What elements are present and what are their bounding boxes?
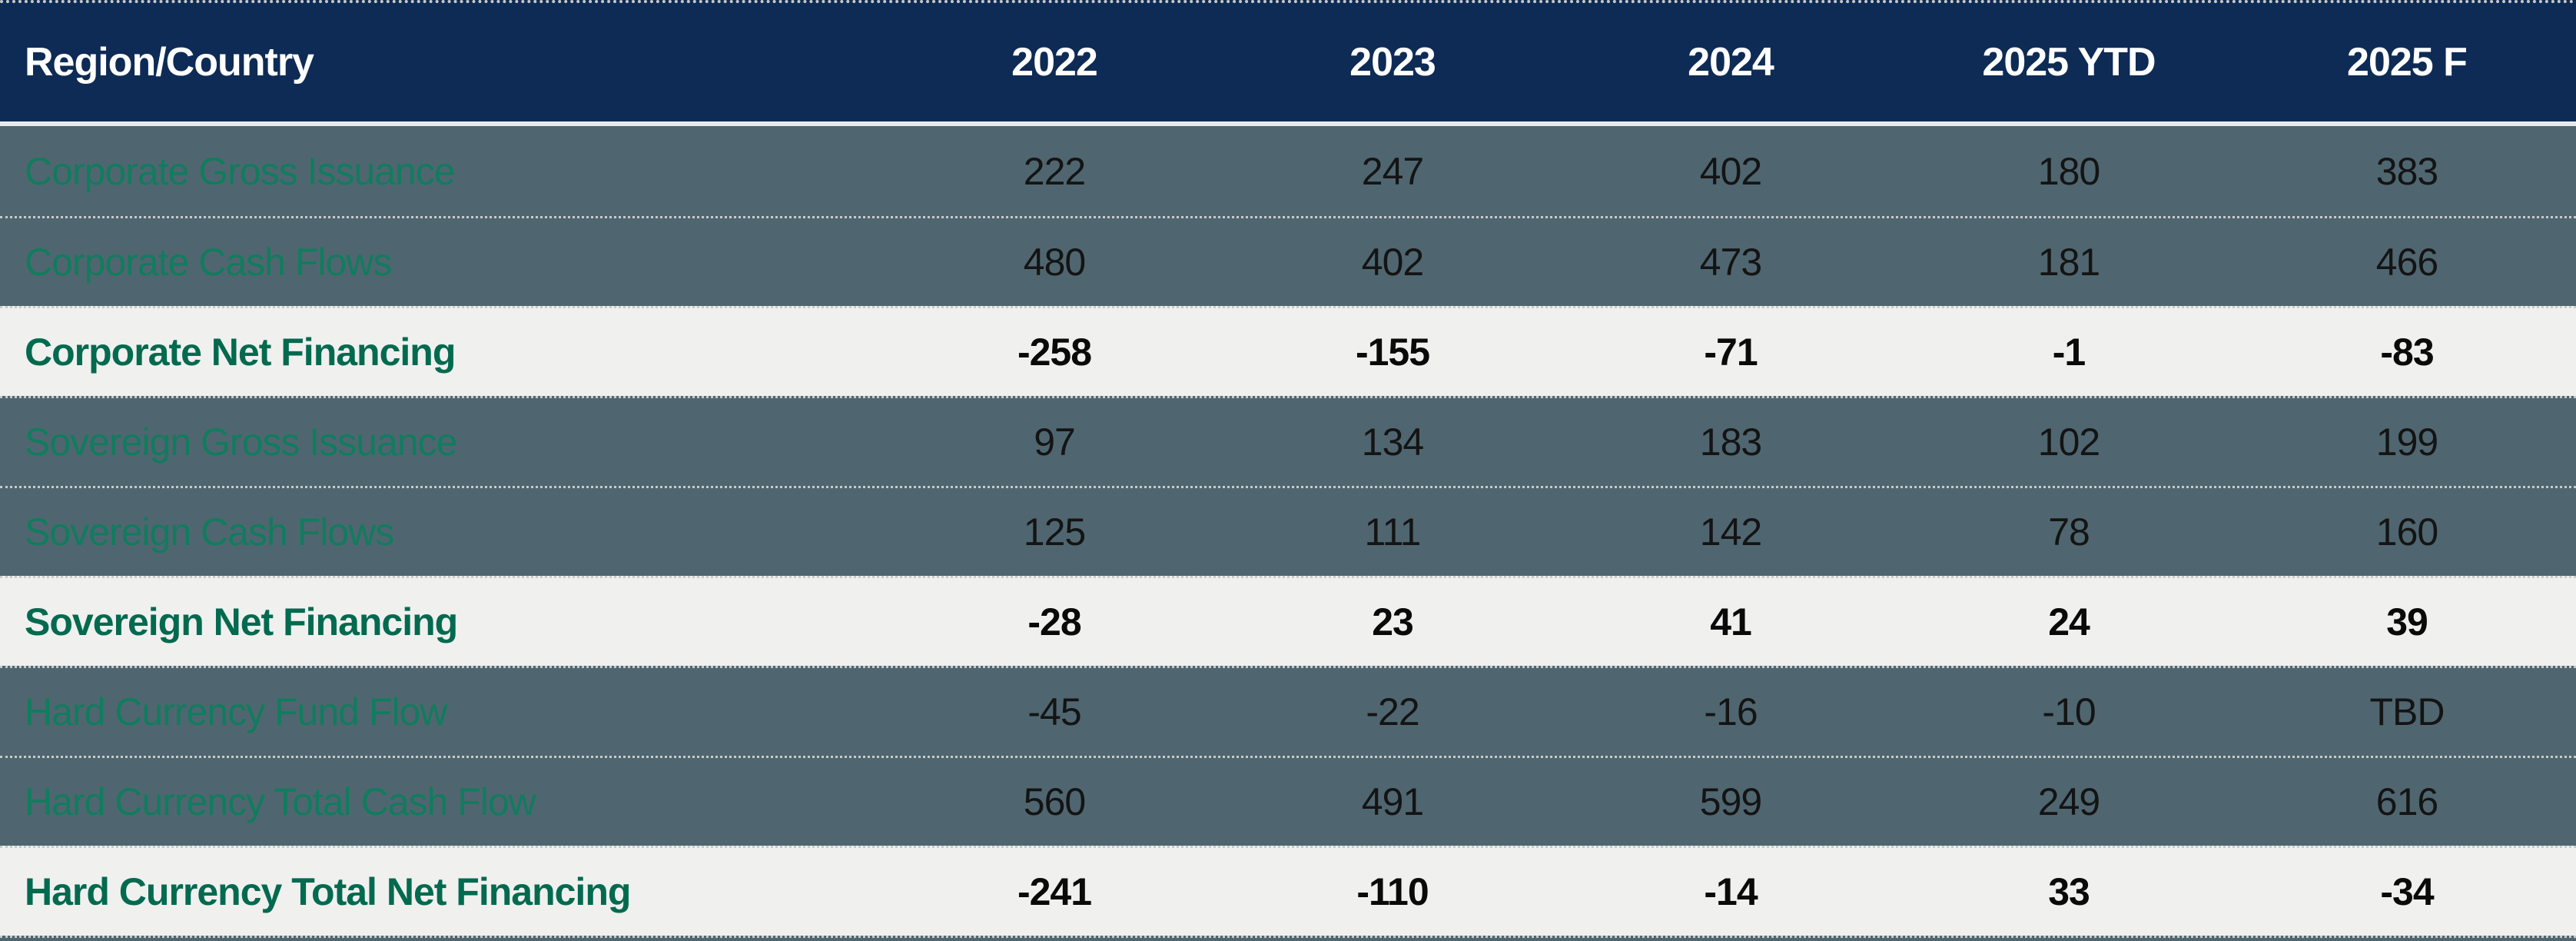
cell-value: 134 [1361,421,1424,464]
table-row: Hard Currency Total Net Financing -241 -11… [0,846,2576,936]
cell-value: -22 [1366,690,1419,733]
cell-value: 33 [2048,870,2090,913]
column-header-region-country: Region/Country [25,40,314,85]
cell-value: 402 [1699,149,1762,193]
cell-value: -10 [2042,690,2096,733]
row-label: Sovereign Net Financing [25,600,458,643]
partial-next-row [0,936,2576,941]
row-label: Corporate Net Financing [25,331,456,374]
table-row: Hard Currency Total Cash Flow 560 491 599 24… [0,756,2576,846]
cell-value: -45 [1027,690,1081,733]
cell-value: 24 [2048,600,2090,643]
table-row: Corporate Net Financing -258 -155 -71 -1 -83 [0,306,2576,396]
cell-value: -71 [1704,331,1758,374]
cell-value: 466 [2375,241,2438,284]
row-label: Sovereign Cash Flows [25,510,394,554]
header-separator [0,121,2576,126]
cell-value: 383 [2375,149,2438,193]
table-row: Sovereign Net Financing -28 23 41 24 39 [0,576,2576,666]
cell-value: 473 [1699,241,1762,284]
column-header-2022: 2022 [1011,40,1098,85]
cell-value: -1 [2052,331,2086,374]
cell-value: -155 [1355,331,1430,374]
cell-value: 142 [1699,510,1762,554]
table-row: Corporate Gross Issuance 222 247 402 180 383 [0,126,2576,216]
cell-value: 599 [1699,780,1762,823]
table-row: Sovereign Cash Flows 125 111 142 78 160 [0,486,2576,576]
cell-value: -241 [1017,870,1092,913]
row-label: Hard Currency Total Cash Flow [25,780,536,823]
cell-value: -16 [1704,690,1758,733]
row-label: Corporate Cash Flows [25,241,392,284]
table-header-row: Region/Country 2022 2023 2024 2025 YTD 2025 F [0,0,2576,121]
row-label: Hard Currency Fund Flow [25,690,447,733]
cell-value: 97 [1034,421,1076,464]
cell-value: 491 [1361,780,1424,823]
cell-value: 181 [2037,241,2100,284]
cell-value: 183 [1699,421,1762,464]
column-header-2025-f: 2025 F [2347,40,2468,85]
cell-value: -28 [1027,600,1081,643]
cell-value: -258 [1017,331,1092,374]
table-row: Sovereign Gross Issuance 97 134 183 102 199 [0,396,2576,486]
cell-value: 23 [1372,600,1414,643]
cell-value: 247 [1361,149,1424,193]
table-body: Corporate Gross Issuance 222 247 402 180 383 C… [0,126,2576,936]
cell-value: -14 [1704,870,1758,913]
cell-value: -83 [2380,331,2434,374]
cell-value: 180 [2037,149,2100,193]
table-row: Corporate Cash Flows 480 402 473 181 466 [0,216,2576,306]
cell-value: 616 [2375,780,2438,823]
cell-value: -110 [1356,870,1429,913]
cell-value: 102 [2037,421,2100,464]
column-header-2024: 2024 [1688,40,1774,85]
row-label: Corporate Gross Issuance [25,149,456,193]
cell-value: 199 [2375,421,2438,464]
table-row: Hard Currency Fund Flow -45 -22 -16 -10 TBD [0,666,2576,756]
cell-value: 111 [1364,510,1421,554]
cell-value: 480 [1023,241,1086,284]
cell-value: TBD [2369,690,2445,733]
row-label: Sovereign Gross Issuance [25,421,457,464]
row-label: Hard Currency Total Net Financing [25,870,631,913]
cell-value: 41 [1710,600,1752,643]
cell-value: 222 [1023,149,1086,193]
cell-value: 402 [1361,241,1424,284]
cell-value: 78 [2048,510,2090,554]
cell-value: 39 [2386,600,2428,643]
cell-value: 125 [1023,510,1086,554]
column-header-2023: 2023 [1349,40,1436,85]
cell-value: 249 [2037,780,2100,823]
cell-value: 560 [1023,780,1086,823]
cell-value: 160 [2375,510,2438,554]
cell-value: -34 [2380,870,2434,913]
column-header-2025-ytd: 2025 YTD [1982,40,2156,85]
